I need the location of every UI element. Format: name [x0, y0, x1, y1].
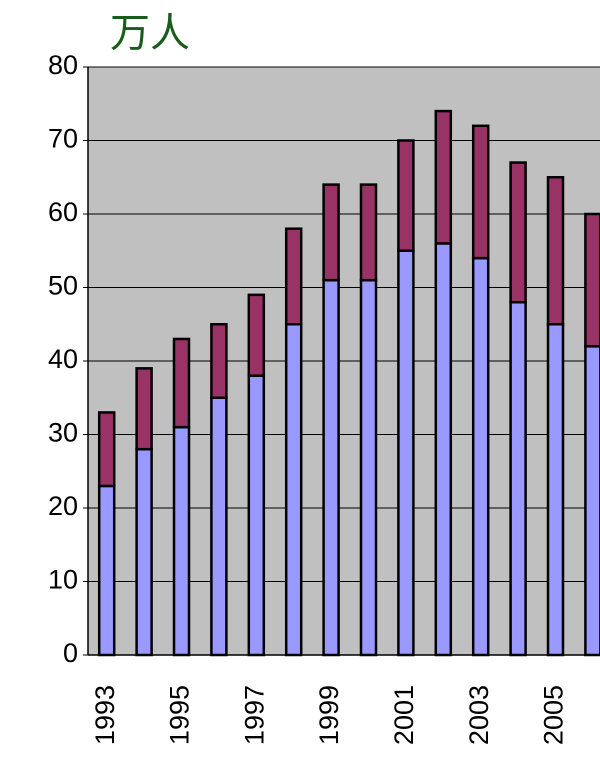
bar-segment: [172, 425, 191, 657]
y-tick-label: 50: [48, 271, 78, 301]
bar-segment: [471, 124, 490, 260]
bar-segment: [546, 176, 565, 326]
bar-segment: [434, 109, 453, 245]
y-tick-label: 30: [48, 418, 78, 448]
bar-segment: [359, 278, 378, 657]
bar-segment: [210, 396, 228, 657]
x-tick-label: 1999: [314, 685, 344, 745]
bar-segment: [210, 323, 228, 399]
y-tick-label: 80: [48, 50, 78, 80]
bar-segment: [135, 447, 153, 657]
x-tick-label: 1995: [165, 685, 195, 745]
bar-segment: [397, 249, 415, 657]
y-tick-label: 60: [48, 197, 78, 227]
bar-segment: [509, 300, 527, 657]
bar-segment: [97, 484, 116, 657]
bar-segment: [359, 183, 378, 282]
bar-segment: [135, 367, 153, 451]
x-tick-label: 2005: [539, 685, 569, 745]
x-tick-label: 2001: [389, 685, 419, 745]
bar-segment: [584, 212, 600, 348]
y-tick-label: 70: [48, 124, 78, 154]
bar-segment: [584, 345, 600, 657]
bar-segment: [284, 227, 303, 326]
bar-segment: [97, 411, 116, 488]
bar-segment: [509, 161, 527, 304]
x-tick-label: 1993: [90, 685, 120, 745]
bar-segment: [284, 323, 303, 657]
y-tick-label: 40: [48, 344, 78, 374]
y-tick-label: 0: [63, 638, 78, 668]
y-tick-label: 10: [48, 565, 78, 595]
bar-segment: [546, 323, 565, 657]
bar-segment: [322, 278, 340, 657]
bar-segment: [247, 374, 266, 657]
bar-segment: [471, 256, 490, 657]
bar-segment: [397, 139, 415, 252]
bar-segment: [247, 293, 266, 377]
bar-segment: [434, 242, 453, 657]
x-tick-label: 1997: [239, 685, 269, 745]
chart-title: 万人: [110, 12, 190, 56]
y-tick-label: 20: [48, 491, 78, 521]
bar-segment: [172, 337, 191, 429]
bar-segment: [322, 183, 340, 282]
x-tick-label: 2003: [464, 685, 494, 745]
